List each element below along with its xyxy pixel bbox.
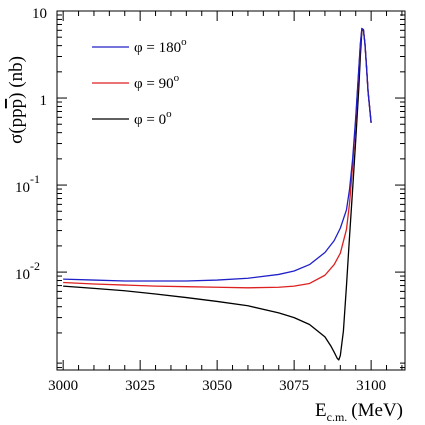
legend-name: φ = 180 xyxy=(134,40,181,56)
y-tick-label: 10-2 xyxy=(15,259,40,283)
y-tick-base: 10 xyxy=(32,6,47,22)
x-tick-labels: 3000 3025 3050 3075 3100 xyxy=(48,378,386,394)
y-tick-label: 1 xyxy=(40,93,48,109)
plot-frame xyxy=(56,10,406,371)
y-tick-base: 10 xyxy=(15,267,30,283)
x-axis-title: Ec.m. (MeV) xyxy=(315,400,403,424)
series-lines xyxy=(63,27,372,361)
y-tick-base: 1 xyxy=(40,93,48,109)
legend-label-2: φ = 0o xyxy=(134,108,172,128)
legend-name: φ = 90 xyxy=(134,76,174,92)
y-axis-title: σ(ppp) (nb) xyxy=(6,56,27,144)
x-tick-label: 3050 xyxy=(202,378,232,394)
series-line-2 xyxy=(63,29,372,361)
legend-degree: o xyxy=(174,72,180,84)
series-line-1 xyxy=(63,27,372,289)
y-tick-exponent: -2 xyxy=(30,259,40,273)
series-line-0 xyxy=(63,27,372,282)
ticks xyxy=(57,10,405,370)
x-tick-label: 3000 xyxy=(48,378,78,394)
legend-name: φ = 0 xyxy=(134,112,166,128)
legend-degree: o xyxy=(166,108,172,120)
legend-degree: o xyxy=(181,36,187,48)
y-tick-base: 10 xyxy=(15,180,30,196)
y-tick-exponent: -1 xyxy=(30,172,40,186)
legend-label-0: φ = 180o xyxy=(134,36,187,56)
legend-label-1: φ = 90o xyxy=(134,72,180,92)
x-tick-label: 3025 xyxy=(125,378,155,394)
y-tick-label: 10 xyxy=(32,6,47,22)
y-tick-label: 10-1 xyxy=(15,172,40,196)
x-tick-label: 3075 xyxy=(279,378,309,394)
x-tick-label: 3100 xyxy=(356,378,386,394)
